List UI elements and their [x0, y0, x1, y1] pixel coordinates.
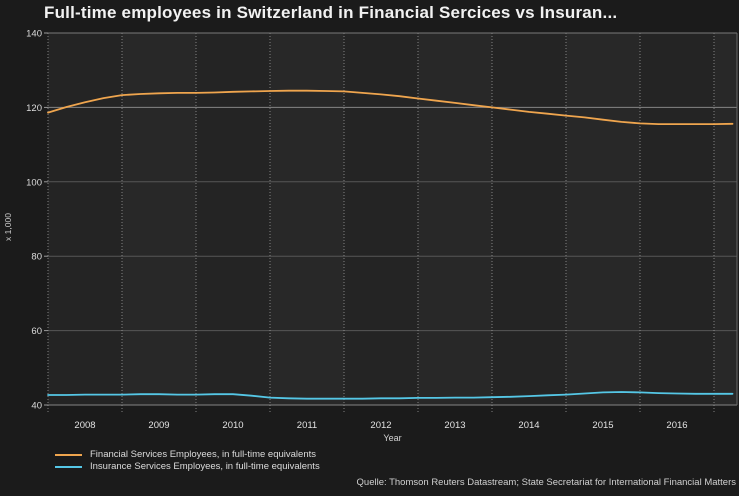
plot-band [48, 33, 122, 405]
y-tick-label: 140 [26, 29, 42, 40]
y-tick-label: 60 [31, 326, 42, 337]
y-tick-label: 80 [31, 252, 42, 263]
legend: Financial Services Employees, in full-ti… [55, 449, 320, 473]
y-tick-label: 100 [26, 177, 42, 188]
x-tick-label: 2008 [74, 420, 95, 431]
chart-title: Full-time employees in Switzerland in Fi… [44, 3, 618, 22]
x-tick-label: 2011 [297, 420, 317, 431]
x-tick-label: 2015 [592, 420, 613, 431]
x-tick-label: 2013 [444, 420, 465, 431]
legend-label-insurance: Insurance Services Employees, in full-ti… [90, 461, 320, 472]
x-tick-label: 2016 [666, 420, 687, 431]
y-tick-label: 120 [26, 103, 42, 114]
plot-band [492, 33, 566, 405]
x-tick-label: 2012 [370, 420, 391, 431]
legend-label-financial: Financial Services Employees, in full-ti… [90, 449, 316, 460]
plot-band [196, 33, 270, 405]
plot-band [122, 33, 196, 405]
plot-band [566, 33, 640, 405]
plot-band [270, 33, 344, 405]
source-note: Quelle: Thomson Reuters Datastream; Stat… [356, 477, 736, 488]
x-tick-label: 2014 [518, 420, 539, 431]
x-axis-title: Year [383, 433, 402, 443]
y-tick-label: 40 [31, 401, 42, 412]
plot-band [418, 33, 492, 405]
plot-band [640, 33, 714, 405]
insurance-line-swatch [55, 466, 82, 468]
legend-item-financial: Financial Services Employees, in full-ti… [55, 449, 320, 461]
plot-band [344, 33, 418, 405]
legend-item-insurance: Insurance Services Employees, in full-ti… [55, 461, 320, 473]
x-tick-label: 2009 [148, 420, 169, 431]
financial-line-swatch [55, 454, 82, 456]
insurance-series-line [47, 391, 734, 400]
plot-band [714, 33, 737, 405]
x-tick-label: 2010 [222, 420, 243, 431]
financial-series-line [47, 89, 734, 125]
